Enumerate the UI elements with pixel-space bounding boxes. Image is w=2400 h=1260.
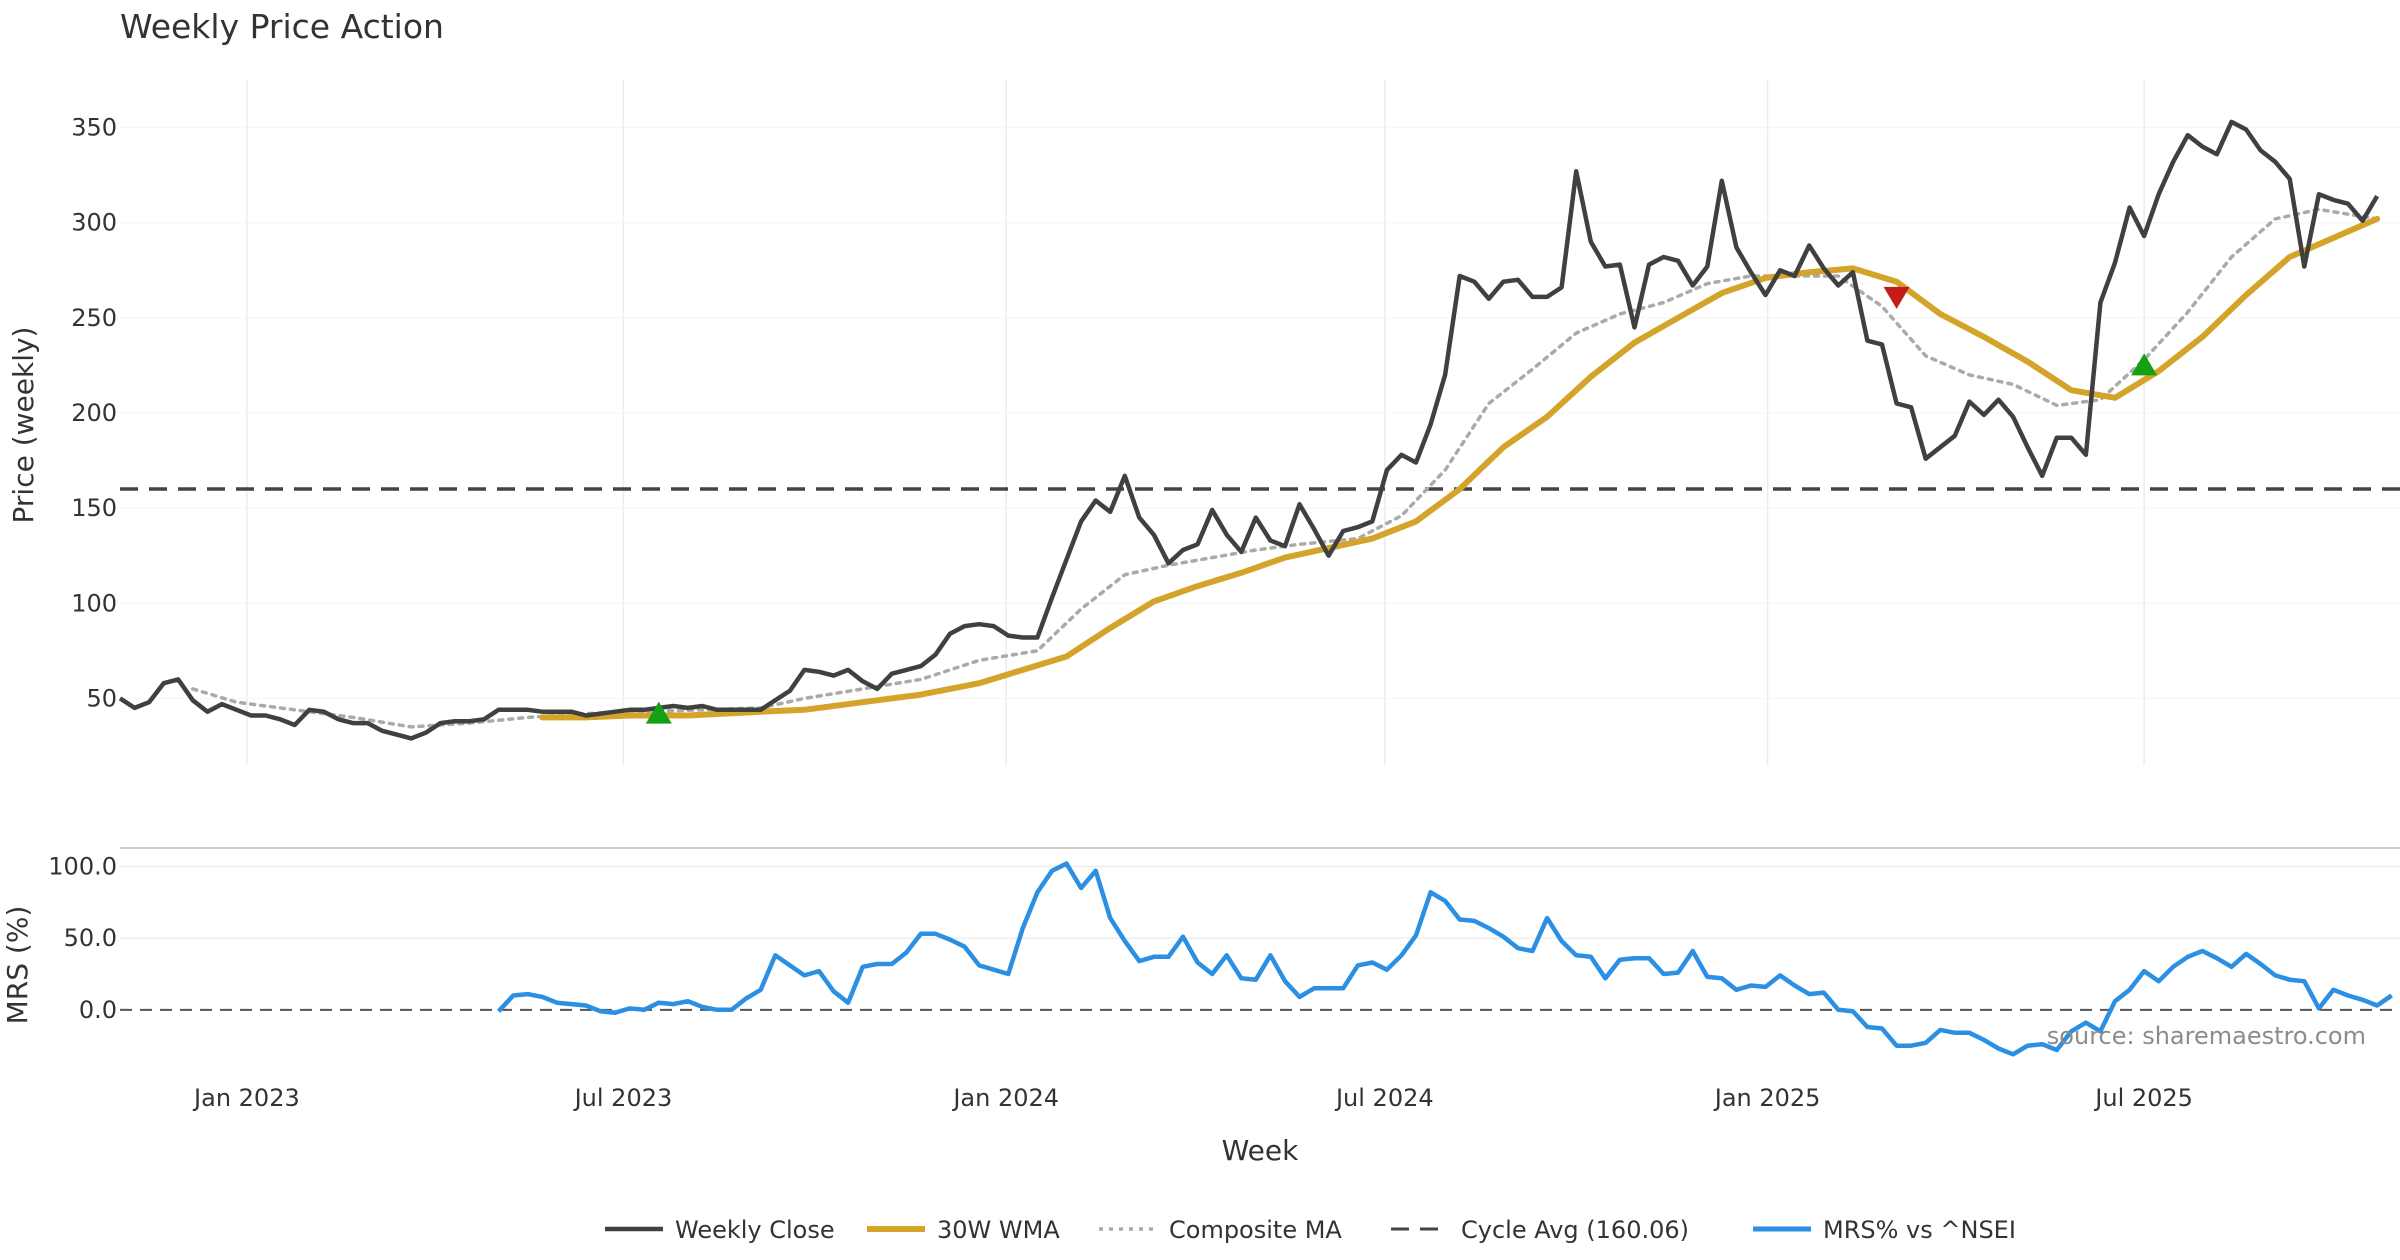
buy-signal-marker	[2131, 353, 2158, 376]
price-y-tick-label: 150	[71, 494, 117, 522]
source-note: source: sharemaestro.com	[2047, 1022, 2366, 1050]
series-line-mrs	[496, 861, 2393, 1057]
x-tick-label: Jan 2023	[192, 1084, 300, 1112]
mrs-axis-label: MRS (%)	[1, 906, 34, 1025]
price-gridlines	[120, 80, 2400, 765]
price-y-tick-label: 200	[71, 399, 117, 427]
mrs-y-tick-label: 0.0	[79, 996, 117, 1024]
legend-label-weekly-close: Weekly Close	[675, 1216, 835, 1244]
price-y-tick-label: 100	[71, 589, 117, 617]
price-panel: 50 100 150 200 250 300 350 Price (weekly)	[7, 80, 2400, 765]
mrs-y-ticks: 0.0 50.0 100.0	[48, 852, 117, 1023]
x-axis-ticks: Jan 2023 Jul 2023 Jan 2024 Jul 2024 Jan 2025…	[192, 1084, 2193, 1112]
price-series	[118, 119, 2400, 741]
legend-label-30w-wma: 30W WMA	[937, 1216, 1060, 1244]
mrs-series	[496, 861, 2393, 1057]
legend-label-cycle-avg: Cycle Avg (160.06)	[1461, 1216, 1689, 1244]
x-tick-label: Jul 2023	[573, 1084, 673, 1112]
mrs-gridlines	[120, 865, 2400, 1011]
buy-signal-marker	[645, 701, 672, 724]
signal-markers	[645, 286, 2158, 724]
x-tick-label: Jul 2024	[1334, 1084, 1434, 1112]
mrs-y-tick-label: 50.0	[64, 924, 117, 952]
series-line-composite-ma	[191, 207, 2379, 729]
legend-label-composite-ma: Composite MA	[1169, 1216, 1342, 1244]
price-y-tick-label: 350	[71, 114, 117, 142]
x-axis-label: Week	[1222, 1134, 1299, 1167]
x-tick-label: Jan 2025	[1713, 1084, 1821, 1112]
price-axis-label: Price (weekly)	[7, 327, 40, 524]
legend-label-mrs: MRS% vs ^NSEI	[1823, 1216, 2016, 1244]
mrs-y-tick-label: 100.0	[48, 852, 117, 880]
legend: Weekly Close 30W WMA Composite MA Cycle Avg…	[605, 1216, 2016, 1244]
series-line-weekly-close	[118, 119, 2380, 741]
price-y-tick-label: 50	[86, 684, 117, 712]
sell-signal-marker	[1883, 286, 1910, 309]
price-y-tick-label: 300	[71, 209, 117, 237]
series-line-30w-wma	[539, 215, 2381, 721]
price-y-ticks: 50 100 150 200 250 300 350	[71, 114, 117, 713]
chart-title: Weekly Price Action	[120, 7, 444, 46]
x-tick-label: Jan 2024	[951, 1084, 1059, 1112]
x-tick-label: Jul 2025	[2093, 1084, 2193, 1112]
price-y-tick-label: 250	[71, 304, 117, 332]
mrs-panel: 0.0 50.0 100.0 MRS (%) source: sharemaestr…	[1, 852, 2400, 1057]
